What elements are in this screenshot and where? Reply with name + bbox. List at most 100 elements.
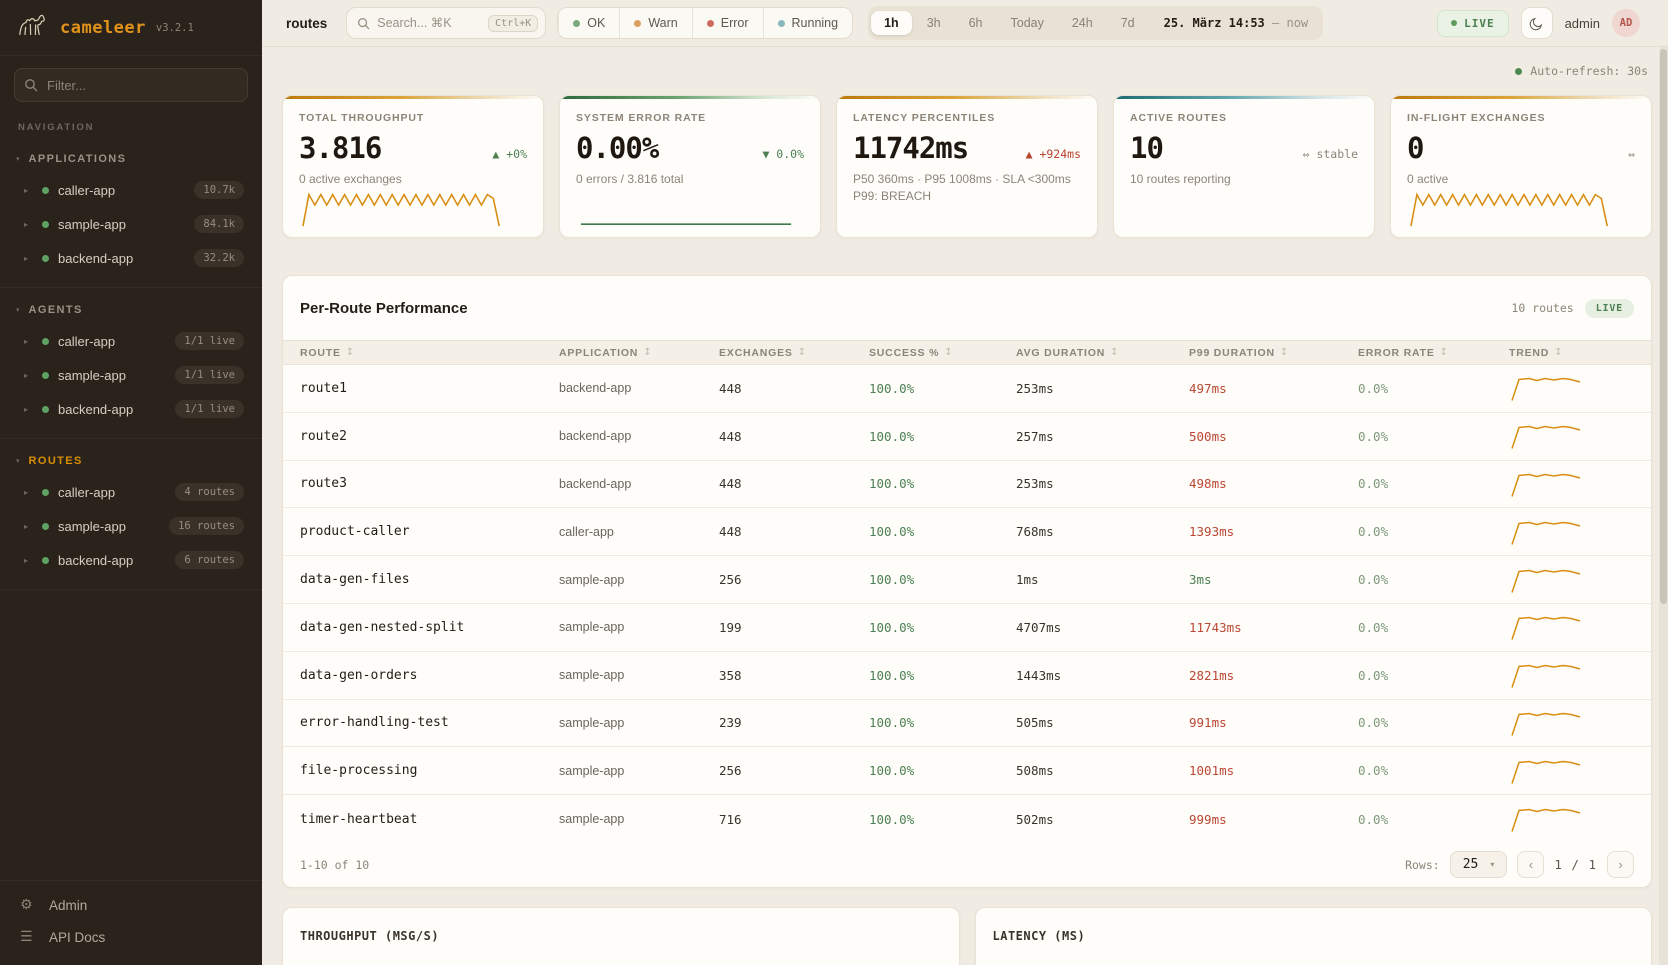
table-title: Per-Route Performance bbox=[300, 299, 468, 317]
theme-toggle[interactable] bbox=[1520, 7, 1553, 39]
column-header[interactable]: ERROR RATE ↕ bbox=[1358, 346, 1449, 359]
cell-trend bbox=[1509, 373, 1634, 403]
cell-error-rate: 0.0% bbox=[1358, 476, 1389, 492]
sidebar-item-agent[interactable]: ▸ sample-app 1/1 live bbox=[10, 358, 252, 392]
cell-p99-duration: 500ms bbox=[1189, 428, 1227, 444]
trend-sparkline bbox=[1511, 712, 1581, 736]
cell-success: 100.0% bbox=[869, 524, 915, 540]
cell-avg-duration: 257ms bbox=[1016, 428, 1054, 444]
cell-avg-duration: 253ms bbox=[1016, 380, 1054, 396]
table-row[interactable]: timer-heartbeat sample-app 716 100.0% 50… bbox=[283, 795, 1651, 843]
admin-link[interactable]: ⚙ Admin bbox=[20, 897, 88, 913]
cell-route: product-caller bbox=[300, 524, 410, 540]
status-filter-pill[interactable]: Running bbox=[762, 8, 853, 38]
sort-icon: ↕ bbox=[1110, 347, 1120, 358]
section-header-applications[interactable]: ▾ APPLICATIONS bbox=[16, 153, 127, 165]
cell-exchanges: 448 bbox=[719, 476, 742, 492]
next-page-button[interactable]: › bbox=[1607, 851, 1634, 879]
cell-trend bbox=[1509, 612, 1634, 642]
sidebar-item-application[interactable]: ▸ caller-app 10.7k bbox=[10, 173, 252, 207]
kpi-card: ACTIVE ROUTES 10 ⇔ stable 10 routes repo… bbox=[1113, 95, 1375, 238]
cell-success: 100.0% bbox=[869, 572, 915, 588]
live-badge: 1/1 live bbox=[175, 400, 244, 418]
table-row[interactable]: data-gen-files sample-app 256 100.0% 1ms… bbox=[283, 556, 1651, 604]
cell-exchanges: 448 bbox=[719, 524, 742, 540]
trend-sparkline bbox=[1511, 425, 1581, 449]
sidebar-item-application[interactable]: ▸ sample-app 84.1k bbox=[10, 207, 252, 241]
table-row[interactable]: product-caller caller-app 448 100.0% 768… bbox=[283, 508, 1651, 557]
table-row[interactable]: route1 backend-app 448 100.0% 253ms 497m… bbox=[283, 365, 1651, 413]
table-row[interactable]: error-handling-test sample-app 239 100.0… bbox=[283, 700, 1651, 748]
time-range-button[interactable]: 6h bbox=[956, 11, 996, 35]
sidebar-item-agent[interactable]: ▸ caller-app 1/1 live bbox=[10, 324, 252, 358]
time-range-button[interactable]: Today bbox=[998, 11, 1057, 35]
scrollbar-thumb[interactable] bbox=[1660, 49, 1667, 604]
sidebar-item-route[interactable]: ▸ sample-app 16 routes bbox=[10, 509, 252, 543]
trend-sparkline bbox=[1511, 617, 1581, 641]
sidebar-item-agent[interactable]: ▸ backend-app 1/1 live bbox=[10, 392, 252, 426]
cell-exchanges: 448 bbox=[719, 428, 742, 444]
topbar-right: LIVE admin AD bbox=[1437, 7, 1640, 39]
time-range-button[interactable]: 24h bbox=[1059, 11, 1106, 35]
column-header[interactable]: SUCCESS % ↕ bbox=[869, 346, 954, 359]
api-docs-link[interactable]: ☰ API Docs bbox=[20, 929, 106, 945]
search-box[interactable]: Ctrl+K bbox=[346, 7, 547, 39]
prev-page-button[interactable]: ‹ bbox=[1517, 851, 1545, 879]
table-row[interactable]: file-processing sample-app 256 100.0% 50… bbox=[283, 747, 1651, 796]
table-row[interactable]: data-gen-orders sample-app 358 100.0% 14… bbox=[283, 652, 1651, 700]
cell-route: error-handling-test bbox=[300, 715, 449, 731]
sidebar-item-application[interactable]: ▸ backend-app 32.2k bbox=[10, 241, 252, 275]
sidebar-filter-input[interactable] bbox=[14, 68, 248, 102]
cell-success: 100.0% bbox=[869, 380, 915, 396]
status-filter-pill[interactable]: OK bbox=[558, 8, 619, 38]
chart-title: LATENCY (MS) bbox=[992, 928, 1086, 943]
search-input[interactable] bbox=[377, 16, 482, 30]
cell-avg-duration: 1ms bbox=[1016, 572, 1039, 588]
status-dot bbox=[42, 371, 49, 379]
agents-list: ▸ caller-app 1/1 live ▸ sample-app 1/1 l… bbox=[10, 324, 252, 426]
cell-trend bbox=[1509, 421, 1634, 451]
sparkline-zigzag bbox=[1410, 192, 1609, 227]
trend-sparkline bbox=[1511, 378, 1581, 402]
time-range-button[interactable]: 3h bbox=[914, 11, 954, 35]
rows-per-page-select[interactable]: 25 ▾ bbox=[1449, 851, 1508, 879]
sort-icon: ↕ bbox=[643, 347, 653, 358]
table-row[interactable]: route3 backend-app 448 100.0% 253ms 498m… bbox=[283, 461, 1651, 509]
latency-chart-card: LATENCY (MS) bbox=[974, 906, 1652, 965]
routes-count-badge: 16 routes bbox=[169, 517, 244, 535]
count-badge: 10.7k bbox=[194, 181, 244, 199]
avatar[interactable]: AD bbox=[1612, 9, 1640, 37]
column-header[interactable]: ROUTE ↕ bbox=[300, 346, 355, 359]
cell-p99-duration: 1001ms bbox=[1189, 763, 1235, 779]
kpi-value: 10 bbox=[1130, 131, 1164, 165]
chevron-down-icon: ▾ bbox=[16, 155, 20, 163]
status-filter-pill[interactable]: Warn bbox=[619, 8, 691, 38]
section-header-agents[interactable]: ▾ AGENTS bbox=[16, 304, 83, 316]
cell-application: backend-app bbox=[559, 429, 632, 444]
time-range-button[interactable]: 7d bbox=[1108, 11, 1148, 35]
time-range-button[interactable]: 1h bbox=[871, 11, 912, 35]
sidebar-item-route[interactable]: ▸ backend-app 6 routes bbox=[10, 543, 252, 577]
section-header-routes[interactable]: ▾ ROUTES bbox=[16, 455, 83, 467]
column-header[interactable]: P99 DURATION ↕ bbox=[1189, 346, 1290, 359]
kpi-card: SYSTEM ERROR RATE 0.00% ▼ 0.0% 0 errors … bbox=[559, 95, 821, 238]
sidebar-item-route[interactable]: ▸ caller-app 4 routes bbox=[10, 475, 252, 509]
cell-avg-duration: 1443ms bbox=[1016, 667, 1062, 683]
status-filter-pill[interactable]: Error bbox=[691, 8, 763, 38]
live-toggle[interactable]: LIVE bbox=[1437, 9, 1509, 37]
cell-route: route3 bbox=[300, 476, 347, 492]
column-header[interactable]: TREND ↕ bbox=[1509, 346, 1564, 359]
cell-error-rate: 0.0% bbox=[1358, 811, 1389, 827]
chevron-right-icon: ▸ bbox=[24, 336, 29, 346]
sort-icon: ↕ bbox=[345, 347, 355, 358]
status-dot bbox=[634, 19, 642, 27]
table-row[interactable]: data-gen-nested-split sample-app 199 100… bbox=[283, 604, 1651, 652]
column-header[interactable]: EXCHANGES ↕ bbox=[719, 346, 807, 359]
column-header[interactable]: APPLICATION ↕ bbox=[559, 346, 653, 359]
table-row[interactable]: route2 backend-app 448 100.0% 257ms 500m… bbox=[283, 413, 1651, 461]
column-header[interactable]: AVG DURATION ↕ bbox=[1016, 346, 1120, 359]
cell-route: timer-heartbeat bbox=[300, 811, 418, 827]
rows-label: Rows: bbox=[1405, 857, 1440, 872]
app-name: cameleer bbox=[60, 17, 146, 38]
cell-exchanges: 239 bbox=[719, 715, 742, 731]
